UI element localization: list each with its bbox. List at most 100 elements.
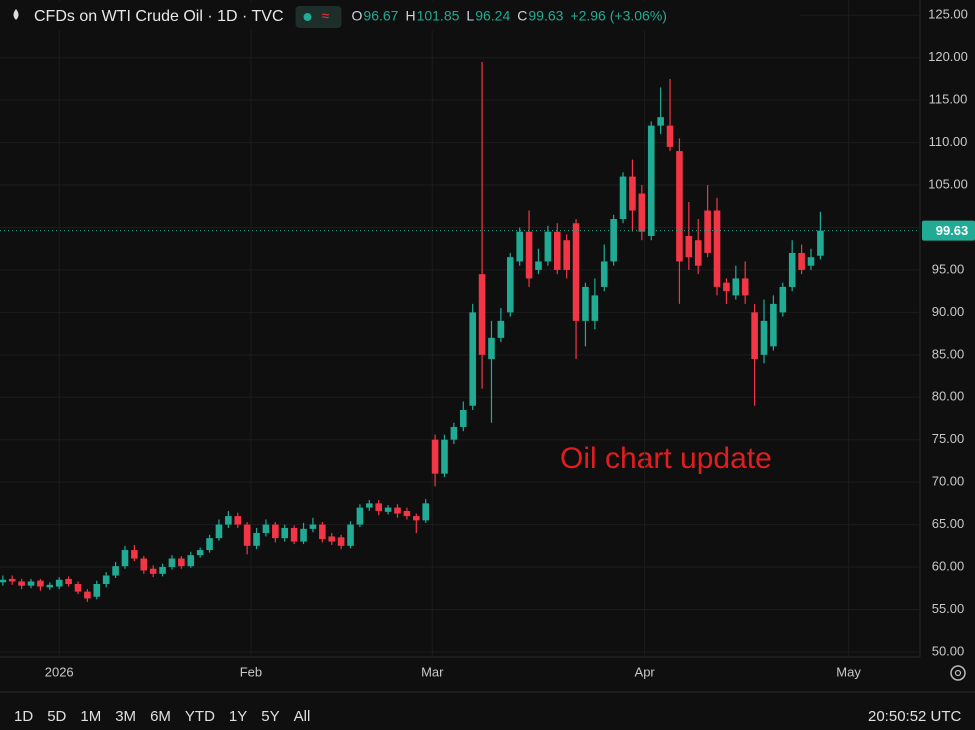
candle-body (591, 295, 599, 321)
range-button[interactable]: 1Y (229, 708, 247, 725)
y-tick-label: 120.00 (928, 49, 968, 64)
candle-body (403, 511, 411, 517)
candle-body (112, 566, 119, 576)
candle-body (629, 176, 636, 211)
candle-body (619, 176, 627, 219)
status-pill[interactable] (295, 6, 342, 28)
chart-title: CFDs on WTI Crude Oil · 1D · TVC (34, 8, 284, 25)
candle-body (647, 125, 655, 236)
ohlc-value: 96.67 (363, 8, 398, 24)
candle-body (751, 312, 758, 360)
candle-body (572, 223, 580, 321)
candle-body (149, 568, 157, 574)
candle-body (582, 286, 589, 321)
candle-body (243, 524, 251, 546)
ohlc-key: L (466, 8, 474, 24)
candle-body (46, 584, 54, 588)
candle-body (37, 580, 44, 587)
candle-body (413, 516, 420, 521)
annotation: Oil chart update (560, 442, 772, 475)
candle-body (788, 252, 796, 287)
candle-body (516, 231, 523, 262)
range-button[interactable]: All (294, 708, 311, 725)
y-tick-label: 55.00 (932, 601, 965, 616)
ohlc-value: 99.63 (528, 8, 563, 24)
y-tick-label: 65.00 (932, 516, 965, 531)
y-tick-label: 80.00 (932, 389, 965, 404)
candle-body (760, 320, 768, 355)
candle-body (657, 117, 664, 126)
y-tick-label: 75.00 (932, 431, 965, 446)
candle-body (356, 507, 364, 525)
candle-body (281, 527, 289, 539)
candle-body (798, 252, 805, 270)
settings-icon-core (954, 669, 962, 677)
candle-body (535, 261, 542, 270)
range-button[interactable]: 5D (47, 708, 66, 725)
range-button[interactable]: 5Y (261, 708, 279, 725)
price-change: +2.96 (+3.06%) (570, 8, 667, 24)
range-button[interactable]: YTD (185, 708, 215, 725)
y-tick-label: 90.00 (932, 304, 965, 319)
candle-body (319, 524, 326, 540)
candle-body (215, 524, 223, 539)
candle-body (253, 533, 260, 546)
candle-body (27, 581, 35, 586)
last-price-label: 99.63 (936, 223, 969, 238)
x-tick-label: Mar (421, 664, 444, 679)
x-tick-label: May (836, 664, 861, 679)
candle-body (600, 261, 608, 287)
candle-body (337, 537, 345, 546)
settings-icon[interactable] (950, 665, 966, 681)
candle-body (666, 125, 674, 147)
candle-body (610, 219, 617, 262)
candle-body (497, 320, 505, 338)
status-wave: ≈ (322, 8, 330, 24)
candle-body (694, 240, 702, 266)
y-tick-label: 70.00 (932, 474, 965, 489)
candle-body (168, 558, 176, 568)
candle-body (74, 584, 82, 592)
candle-body (375, 503, 383, 511)
candle-body (102, 575, 110, 584)
candle-body (506, 257, 514, 313)
candle-body (234, 516, 242, 525)
candle-body (723, 282, 730, 292)
y-tick-label: 115.00 (929, 92, 968, 107)
symbol-icon (13, 9, 19, 20)
y-tick-label: 60.00 (932, 558, 965, 573)
range-button[interactable]: 3M (115, 708, 136, 725)
candle-body (140, 558, 148, 571)
candle-body (431, 439, 439, 474)
candle-body (300, 528, 307, 542)
x-tick-label: Apr (635, 664, 656, 679)
candle-body (196, 550, 204, 556)
status-dot (303, 13, 312, 21)
candle-body (525, 231, 533, 279)
candle-body (0, 579, 7, 583)
candle-body (225, 516, 232, 525)
range-button[interactable]: 1M (80, 708, 101, 725)
ohlc-key: O (352, 8, 363, 24)
y-tick-label: 105.00 (928, 176, 968, 191)
candle-body (459, 409, 467, 427)
candle-body (685, 235, 693, 258)
candle-body (84, 591, 91, 599)
candle-body (309, 524, 317, 529)
range-button[interactable]: 6M (150, 708, 171, 725)
candle-body (55, 579, 63, 587)
candle-body (676, 151, 683, 262)
candle-body (478, 274, 486, 355)
candle-body (638, 193, 646, 232)
y-tick-label: 110.00 (929, 134, 968, 149)
candle-body (384, 507, 392, 512)
ohlc-value: 101.85 (417, 8, 460, 24)
y-tick-label: 95.00 (932, 261, 965, 276)
y-tick-label: 50.00 (932, 643, 965, 658)
range-button[interactable]: 1D (14, 708, 33, 725)
candle-body (187, 555, 195, 567)
ohlc-key: H (405, 8, 415, 24)
